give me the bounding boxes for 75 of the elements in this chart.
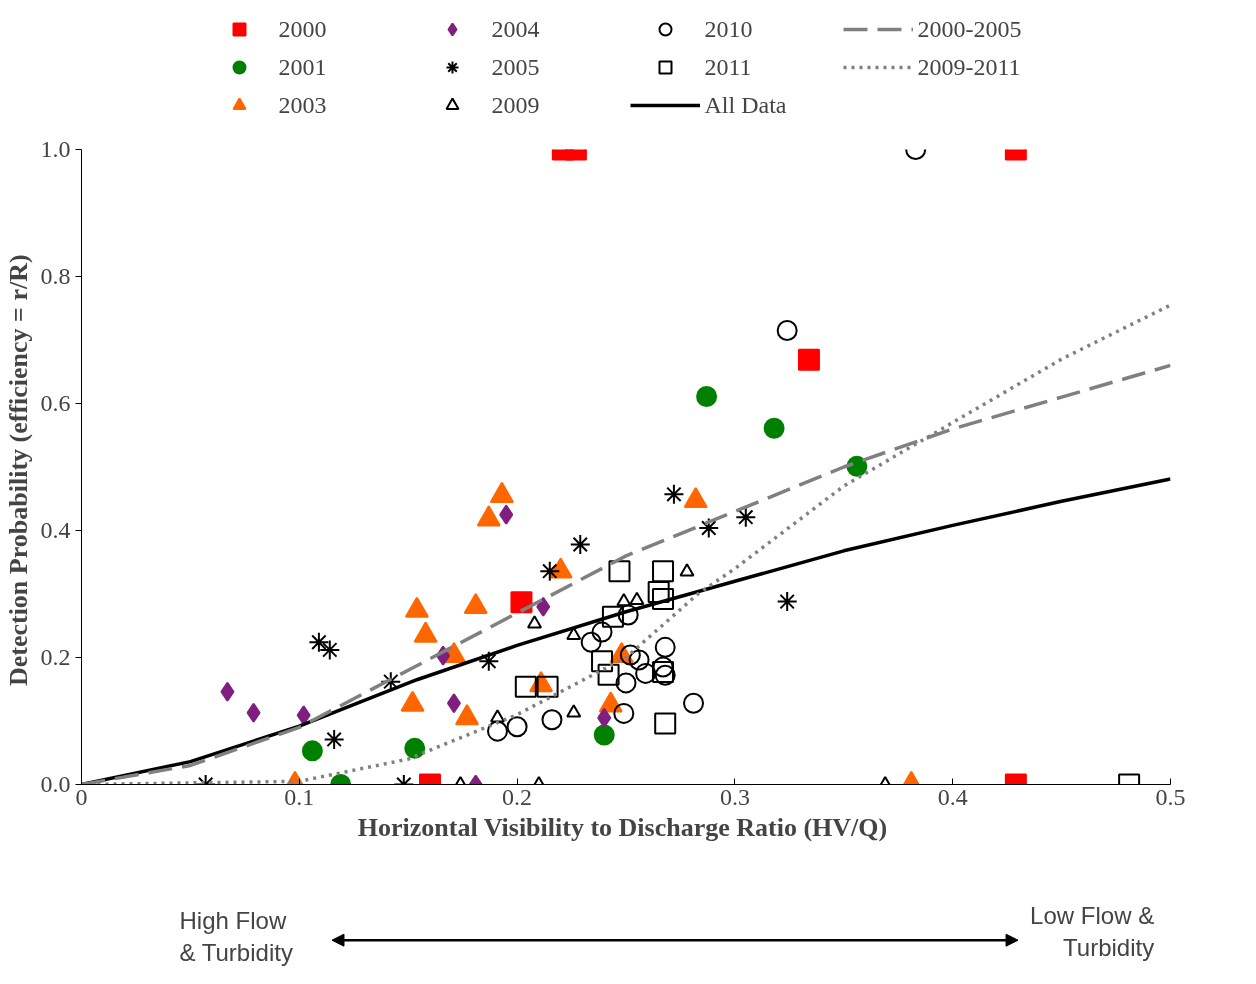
point (652, 560, 675, 583)
point (735, 506, 757, 528)
legend-label: 2005 (491, 53, 541, 81)
point (591, 650, 614, 673)
legend-label: 2009-2011 (917, 53, 1022, 81)
x-tick-label: 0.2 (502, 783, 533, 810)
text: Low Flow & Turbidity (1030, 901, 1155, 962)
point (652, 656, 674, 678)
y-axis-title: Detection Probability (efficiency = r/R) (3, 254, 33, 687)
point (635, 662, 657, 684)
point (536, 675, 559, 698)
point (478, 650, 500, 672)
point (296, 705, 311, 726)
point (597, 663, 620, 686)
point (628, 649, 650, 671)
point (514, 675, 537, 698)
legend-label: 2004 (491, 15, 541, 43)
point (683, 692, 705, 714)
y-tick-label: 0.4 (40, 517, 71, 543)
point (597, 707, 612, 728)
point (580, 631, 602, 653)
legend-label: 2000 (278, 15, 328, 43)
point (698, 517, 720, 539)
point (246, 702, 261, 723)
point (404, 737, 426, 759)
point (615, 672, 637, 694)
point (776, 591, 798, 613)
text: High Flow & Turbidity (179, 906, 293, 967)
legend-label: 2000-2005 (917, 15, 1023, 43)
point (541, 709, 563, 731)
point (566, 704, 582, 718)
x-tick-label: 0.5 (1155, 783, 1186, 810)
point (499, 504, 514, 525)
point (593, 724, 615, 746)
x-tick-label: 0.3 (719, 783, 750, 810)
point (536, 596, 551, 617)
point (654, 636, 676, 658)
point (446, 693, 461, 714)
point (490, 709, 505, 723)
point (652, 588, 675, 611)
legend-label: All Data (704, 91, 788, 119)
point (301, 740, 323, 762)
x-tick-label: 0 (75, 783, 88, 810)
point (619, 644, 641, 666)
point (608, 560, 631, 583)
point (527, 615, 543, 629)
x-tick-label: 0.4 (937, 783, 968, 810)
point (616, 593, 632, 607)
y-tick-label: 0.6 (40, 390, 71, 416)
y-tick-label: 1.0 (40, 136, 71, 162)
point (506, 716, 528, 738)
legend-label: 2009 (491, 91, 541, 119)
point (613, 702, 635, 724)
x-tick-label: 0.1 (284, 783, 315, 810)
point (308, 631, 330, 653)
point (654, 712, 677, 735)
x-axis-title: Horizontal Visibility to Discharge Ratio (HV/Q) (357, 812, 888, 842)
point (323, 728, 345, 750)
point (647, 581, 670, 604)
legend-label: 2003 (278, 91, 328, 119)
point (487, 720, 508, 742)
legend-label: 2010 (704, 15, 754, 43)
point (220, 681, 235, 702)
y-tick-label: 0.0 (40, 771, 71, 797)
legend-label: 2011 (704, 53, 753, 81)
y-tick-label: 0.2 (40, 644, 71, 670)
point (319, 639, 341, 661)
point (569, 533, 591, 555)
point (617, 604, 639, 626)
y-tick-label: 0.8 (40, 263, 71, 289)
legend-label: 2001 (278, 53, 328, 81)
point (591, 621, 613, 643)
point (663, 483, 685, 505)
point (539, 560, 561, 582)
point (601, 605, 624, 628)
